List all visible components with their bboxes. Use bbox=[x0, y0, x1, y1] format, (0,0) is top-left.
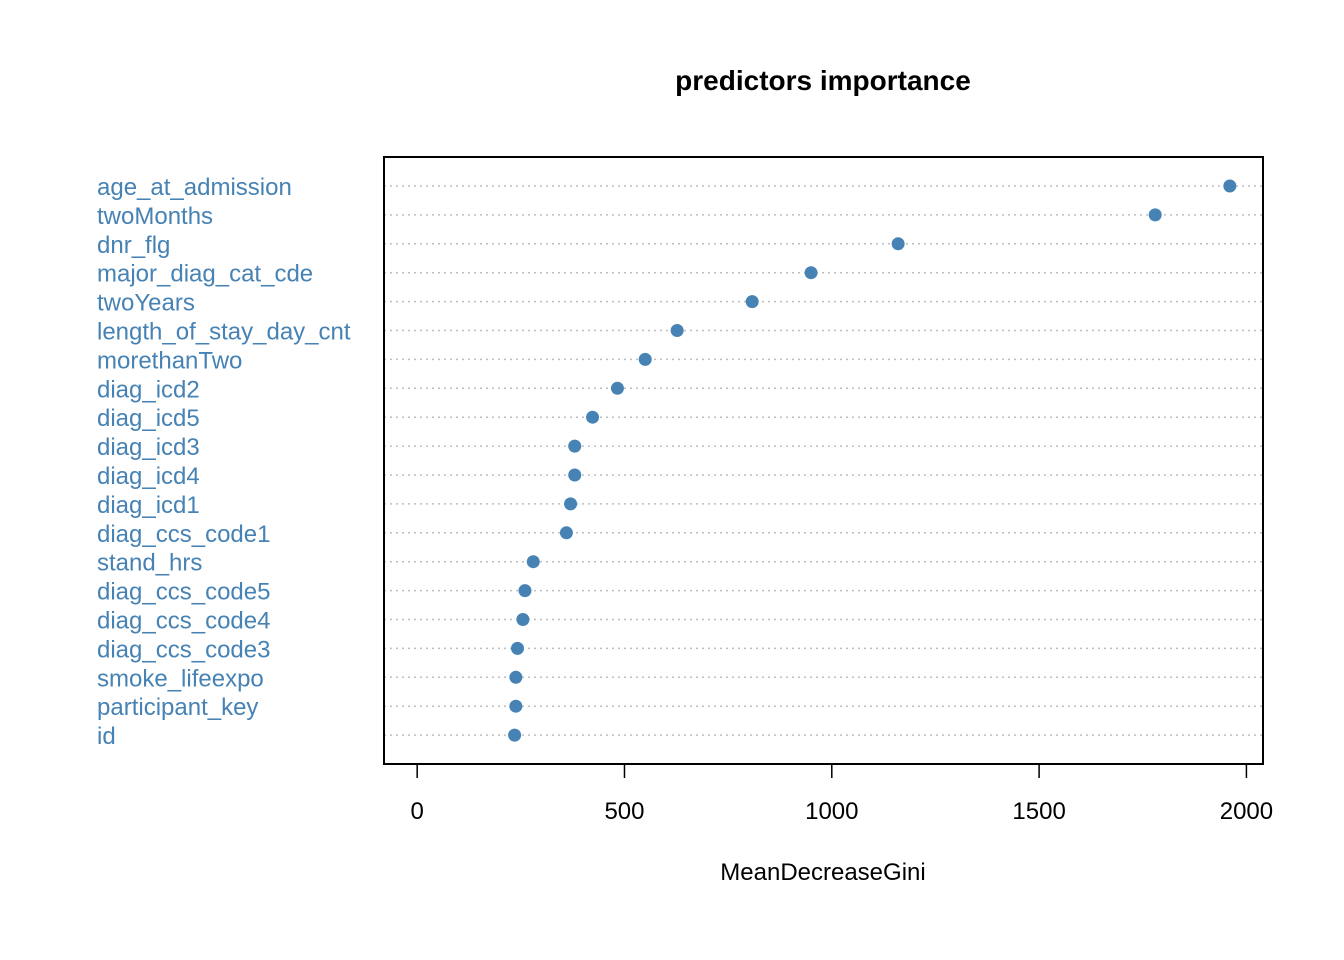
category-label: diag_icd1 bbox=[97, 492, 200, 519]
data-point bbox=[745, 295, 759, 309]
category-label: diag_icd2 bbox=[97, 376, 200, 403]
category-label: age_at_admission bbox=[97, 174, 292, 201]
category-label: diag_ccs_code3 bbox=[97, 636, 270, 663]
category-label: diag_icd3 bbox=[97, 434, 200, 461]
grid-lines bbox=[384, 185, 1263, 736]
x-tick-label: 1000 bbox=[805, 798, 858, 825]
data-point bbox=[559, 526, 573, 540]
category-label: dnr_flg bbox=[97, 232, 170, 259]
data-point bbox=[511, 641, 525, 655]
category-label: stand_hrs bbox=[97, 550, 202, 577]
category-label: major_diag_cat_cde bbox=[97, 261, 313, 288]
category-label: morethanTwo bbox=[97, 347, 242, 374]
category-label: diag_ccs_code4 bbox=[97, 608, 270, 635]
data-point bbox=[670, 324, 684, 337]
data-point bbox=[610, 381, 624, 395]
category-label: length_of_stay_day_cnt bbox=[97, 319, 351, 346]
category-label: diag_ccs_code5 bbox=[97, 579, 270, 606]
data-point bbox=[518, 584, 532, 598]
category-labels: age_at_admissiontwoMonthsdnr_flgmajor_di… bbox=[97, 174, 351, 750]
x-axis-label: MeanDecreaseGini bbox=[720, 859, 925, 886]
data-point bbox=[509, 699, 523, 713]
category-label: diag_icd4 bbox=[97, 463, 200, 490]
data-point bbox=[1223, 179, 1237, 193]
category-label: diag_ccs_code1 bbox=[97, 521, 270, 548]
x-tick-label: 1500 bbox=[1012, 798, 1065, 825]
data-points bbox=[508, 179, 1237, 742]
data-point bbox=[568, 439, 582, 453]
category-label: twoMonths bbox=[97, 203, 213, 230]
data-point bbox=[516, 613, 530, 626]
category-label: diag_icd5 bbox=[97, 405, 200, 432]
category-label: smoke_lifeexpo bbox=[97, 665, 264, 692]
data-point bbox=[526, 555, 540, 569]
category-label: participant_key bbox=[97, 694, 258, 721]
x-tick-label: 2000 bbox=[1220, 798, 1273, 825]
data-point bbox=[509, 670, 523, 684]
data-point bbox=[564, 497, 578, 511]
data-point bbox=[1148, 208, 1162, 222]
data-point bbox=[586, 410, 600, 424]
data-point bbox=[638, 352, 652, 366]
x-axis: 0 500 1000 1500 2000 bbox=[410, 763, 1273, 825]
data-point bbox=[568, 468, 582, 482]
category-label: twoYears bbox=[97, 290, 195, 317]
x-tick-label: 500 bbox=[604, 798, 644, 825]
data-point bbox=[891, 237, 905, 251]
data-point bbox=[804, 266, 818, 280]
category-label: id bbox=[97, 723, 116, 750]
data-point bbox=[508, 728, 522, 742]
x-tick-label: 0 bbox=[410, 798, 423, 825]
chart-title: predictors importance bbox=[675, 65, 971, 96]
